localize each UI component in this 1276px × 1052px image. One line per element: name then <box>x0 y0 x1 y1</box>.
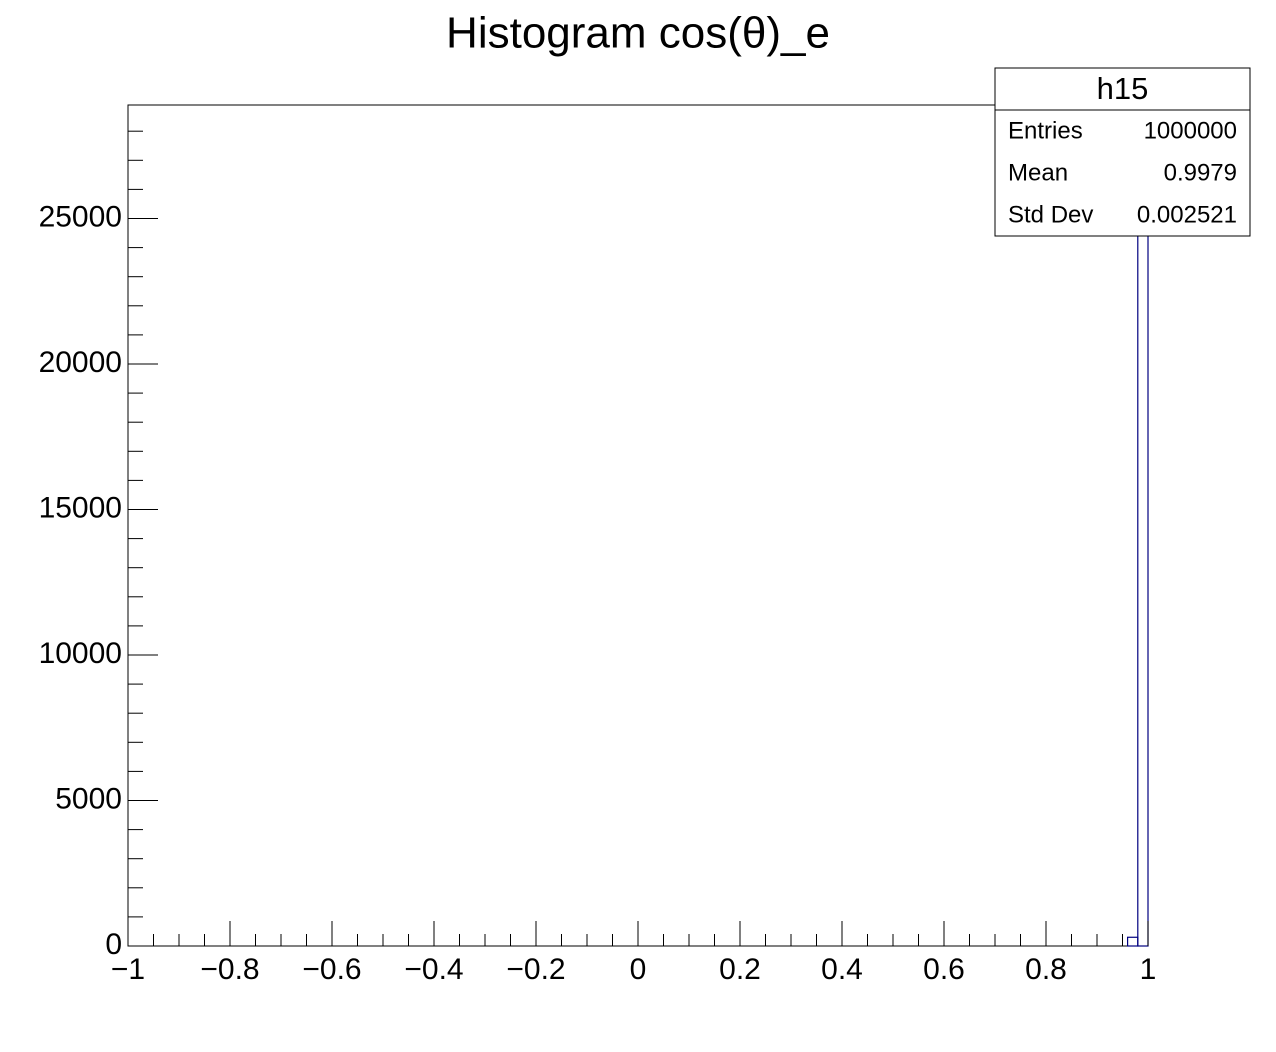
y-tick-label: 20000 <box>39 346 122 379</box>
x-tick-label: 0.4 <box>821 953 863 986</box>
chart-title: Histogram cos(θ)_e <box>446 9 830 58</box>
y-tick-label: 15000 <box>39 491 122 524</box>
x-tick-label: −0.4 <box>404 953 463 986</box>
stats-title: h15 <box>1097 71 1149 106</box>
x-tick-label: −1 <box>111 953 145 986</box>
stats-value: 1000000 <box>1144 117 1237 144</box>
x-tick-label: −0.2 <box>506 953 565 986</box>
x-tick-label: 1 <box>1140 953 1157 986</box>
x-tick-label: 0 <box>630 953 647 986</box>
stats-label: Mean <box>1008 159 1068 186</box>
x-tick-label: −0.6 <box>302 953 361 986</box>
x-tick-label: 0.8 <box>1025 953 1067 986</box>
y-tick-label: 5000 <box>55 782 122 815</box>
y-tick-label: 10000 <box>39 637 122 670</box>
stats-box <box>994 67 1251 237</box>
stats-label: Std Dev <box>1008 201 1093 228</box>
x-tick-label: 0.2 <box>719 953 761 986</box>
y-tick-label: 0 <box>105 928 122 961</box>
x-tick-label: 0.6 <box>923 953 965 986</box>
x-tick-label: −0.8 <box>200 953 259 986</box>
stats-value: 0.9979 <box>1164 159 1237 186</box>
y-tick-label: 25000 <box>39 200 122 233</box>
stats-label: Entries <box>1008 117 1083 144</box>
stats-value: 0.002521 <box>1137 201 1237 228</box>
